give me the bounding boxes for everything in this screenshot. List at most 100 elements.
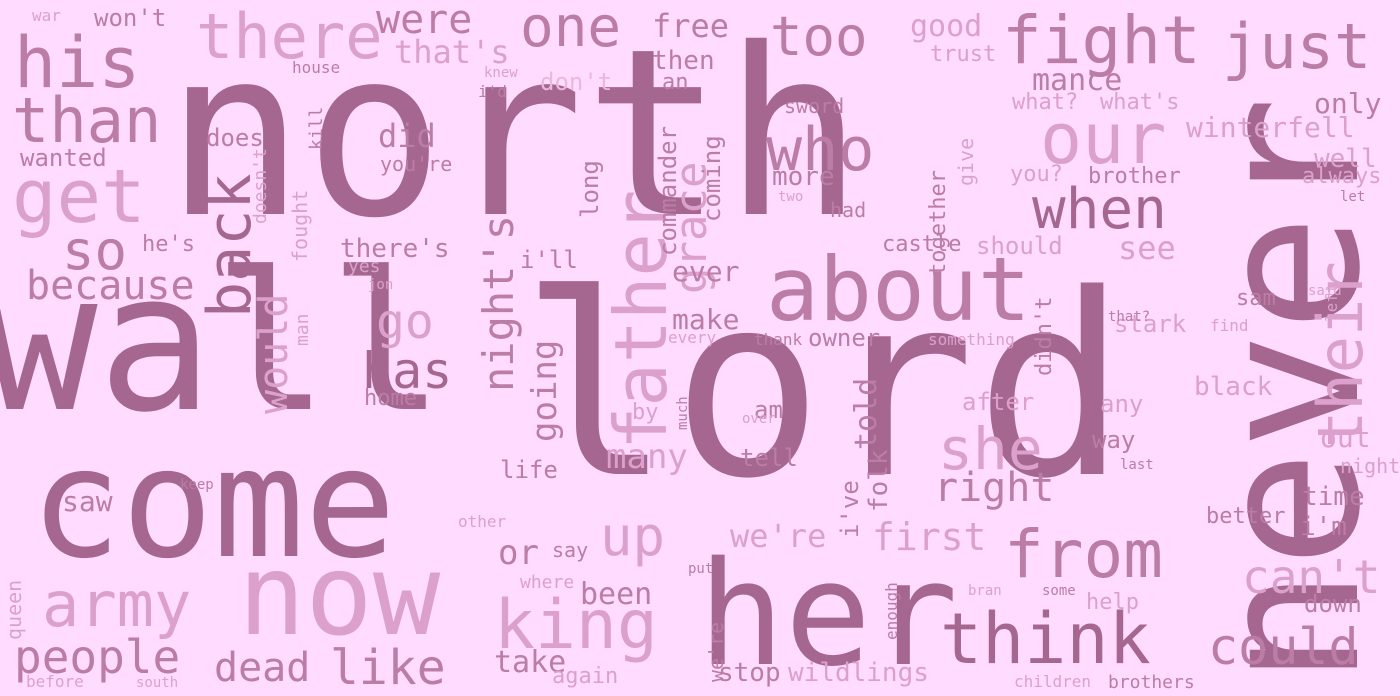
word: has: [362, 342, 453, 400]
word: so: [62, 219, 128, 282]
word: again: [552, 664, 619, 689]
word: did: [378, 117, 436, 155]
word: kill: [306, 106, 327, 150]
word: make: [672, 303, 740, 336]
word: folk: [864, 449, 894, 512]
word: about: [766, 238, 1031, 341]
word: saw: [62, 485, 113, 518]
word: had: [830, 198, 867, 222]
word: wanted: [20, 144, 107, 172]
word: from: [1004, 516, 1163, 593]
word: just: [1222, 10, 1372, 83]
word: down: [1304, 590, 1362, 618]
word: let: [1340, 189, 1366, 205]
word: over: [742, 411, 776, 427]
word: you?: [1010, 162, 1063, 187]
word: any: [1100, 390, 1144, 418]
word: king: [494, 586, 658, 665]
word: because: [26, 263, 195, 309]
word: war: [32, 6, 61, 25]
word: coming: [698, 135, 726, 222]
word: castle: [882, 232, 962, 257]
word: left: [1322, 283, 1341, 322]
word: think: [940, 598, 1151, 680]
word: i'd: [478, 82, 507, 101]
word: should: [976, 232, 1063, 260]
word: thank: [754, 330, 803, 349]
word: we're: [730, 517, 827, 555]
word: who: [766, 115, 875, 185]
word: his: [14, 22, 141, 104]
word: too: [770, 5, 868, 68]
word: or: [498, 533, 539, 573]
word: south: [136, 675, 179, 691]
word: see: [1118, 229, 1176, 267]
word: when: [1032, 177, 1167, 242]
word: yes: [348, 256, 381, 277]
word: mance: [1032, 63, 1123, 98]
word: man: [292, 313, 313, 346]
word: i'll: [520, 246, 578, 274]
word: there: [196, 0, 383, 73]
word: where: [520, 572, 575, 593]
word: free: [652, 7, 730, 45]
word: dead: [214, 645, 311, 691]
word: much: [675, 396, 691, 430]
word: children: [1014, 672, 1092, 691]
word: fight: [1002, 2, 1201, 79]
word: queen: [2, 579, 26, 640]
word: other: [458, 512, 507, 531]
word: only: [1314, 87, 1382, 120]
word: go: [376, 294, 434, 350]
word: been: [580, 577, 653, 612]
word: brother: [1088, 164, 1181, 189]
word: give: [954, 137, 978, 186]
word: tell: [740, 444, 798, 472]
word: sam: [1236, 286, 1276, 311]
word: long: [576, 160, 604, 218]
word: now: [238, 531, 441, 661]
word: an: [662, 70, 689, 95]
word: what's: [1100, 90, 1180, 115]
word: fought: [288, 189, 312, 262]
word: together: [926, 170, 951, 276]
word: brothers: [1108, 672, 1195, 693]
word: before: [26, 672, 84, 691]
word: wildlings: [788, 658, 929, 688]
word: north: [165, 0, 864, 269]
word: doesn't: [250, 148, 271, 224]
word: wall: [0, 232, 445, 455]
word: something: [928, 330, 1015, 349]
word: many: [606, 437, 688, 477]
word: right: [934, 465, 1055, 511]
word: he's: [142, 232, 195, 257]
word: find: [1210, 316, 1249, 335]
word: first: [872, 515, 987, 559]
word: people: [14, 630, 181, 684]
word: come: [30, 415, 397, 592]
word: every: [668, 328, 717, 347]
word: that?: [1108, 309, 1151, 325]
word: always: [1302, 164, 1382, 189]
word: enough: [882, 582, 901, 640]
word: sword: [784, 94, 845, 118]
word: going: [525, 339, 565, 442]
word: her: [698, 530, 959, 696]
word: out: [1320, 421, 1371, 454]
word: that's: [394, 33, 510, 71]
word: would: [251, 293, 297, 414]
word: am: [754, 396, 783, 424]
word: one: [520, 0, 622, 60]
word: lord: [520, 241, 1127, 534]
word: better: [1206, 504, 1286, 529]
word: didn't: [1032, 296, 1057, 376]
word: can't: [1242, 550, 1381, 604]
word: stop: [718, 658, 781, 688]
word: say: [552, 538, 589, 562]
word: there's: [340, 234, 450, 264]
word: i've: [836, 480, 864, 538]
word: don't: [540, 68, 613, 96]
word: get: [12, 154, 146, 240]
word: after: [962, 388, 1035, 416]
